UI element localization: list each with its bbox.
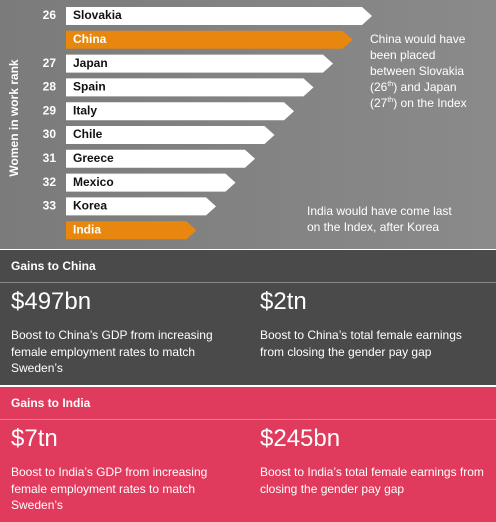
amount: $7tn	[11, 425, 58, 452]
china-note: (26th) and Japan	[370, 80, 457, 94]
rank: 33	[43, 199, 57, 213]
rank: 29	[43, 103, 57, 117]
divider	[0, 419, 496, 420]
arrow	[66, 7, 372, 25]
country: Chile	[73, 127, 103, 141]
china-note: China would have	[370, 32, 466, 46]
country: Spain	[73, 80, 106, 94]
gain-item: $245bn Boost to India’s total female earn…	[260, 424, 485, 497]
amount: $497bn	[11, 288, 92, 315]
note-text: China would have	[370, 32, 466, 46]
amount: $245bn	[260, 425, 341, 452]
country: India	[73, 222, 101, 236]
amount: $2tn	[260, 288, 307, 315]
panel: Gains to China $497bn Boost to China’s GDP…	[0, 250, 496, 385]
arrow	[66, 197, 216, 216]
arrow	[66, 221, 197, 240]
country: Korea	[73, 199, 107, 213]
rank: 26	[43, 8, 57, 22]
gain-item: $497bn Boost to China’s GDP from increasi…	[11, 287, 236, 377]
note-text: ) on the Index	[393, 96, 466, 110]
note-text: th	[387, 97, 393, 104]
rank: 28	[43, 80, 57, 94]
note-text: ) and Japan	[393, 80, 456, 94]
panel-title: Gains to India	[11, 396, 91, 410]
gain-item: $7tn Boost to India’s GDP from increasing…	[11, 424, 236, 514]
rank: 30	[43, 127, 57, 141]
note-text: th	[387, 81, 393, 88]
rank: 27	[43, 56, 57, 70]
panel-title: Gains to China	[11, 259, 96, 273]
rank: 32	[43, 175, 57, 189]
note-text: between Slovakia	[370, 64, 464, 78]
note-text: been placed	[370, 48, 435, 62]
arrow	[66, 78, 314, 97]
description: Boost to India’s GDP from increasing fem…	[11, 465, 208, 512]
country: Japan	[73, 56, 108, 70]
arrow	[66, 149, 255, 168]
country: Greece	[73, 151, 114, 165]
country: Italy	[73, 103, 97, 117]
country: China	[73, 32, 107, 46]
arrow	[66, 102, 294, 121]
china-note: (27th) on the Index	[370, 96, 467, 110]
arrow	[66, 54, 333, 73]
china-note: between Slovakia	[370, 64, 464, 78]
description: Boost to China’s total female earnings f…	[260, 328, 462, 359]
arrow	[66, 126, 275, 144]
country: Slovakia	[73, 8, 122, 22]
china-note: been placed	[370, 48, 435, 62]
india-note: India would have come last	[307, 204, 452, 218]
gain-item: $2tn Boost to China’s total female earnin…	[260, 287, 485, 360]
country: Mexico	[73, 175, 114, 189]
rank-chart: Women in work rank 26 Slovakia China 27 Japa…	[0, 0, 496, 249]
india-note: on the Index, after Korea	[307, 220, 439, 234]
rank: 31	[43, 151, 57, 165]
note-text: (27	[370, 96, 388, 110]
arrow	[66, 30, 353, 49]
note-text: (26	[370, 80, 388, 94]
description: Boost to India’s total female earnings f…	[260, 465, 484, 496]
arrow	[66, 173, 236, 192]
divider	[0, 282, 496, 283]
panel: Gains to India $7tn Boost to India’s GDP f…	[0, 387, 496, 522]
description: Boost to China’s GDP from increasing fem…	[11, 328, 213, 375]
axis-label: Women in work rank	[7, 59, 21, 176]
